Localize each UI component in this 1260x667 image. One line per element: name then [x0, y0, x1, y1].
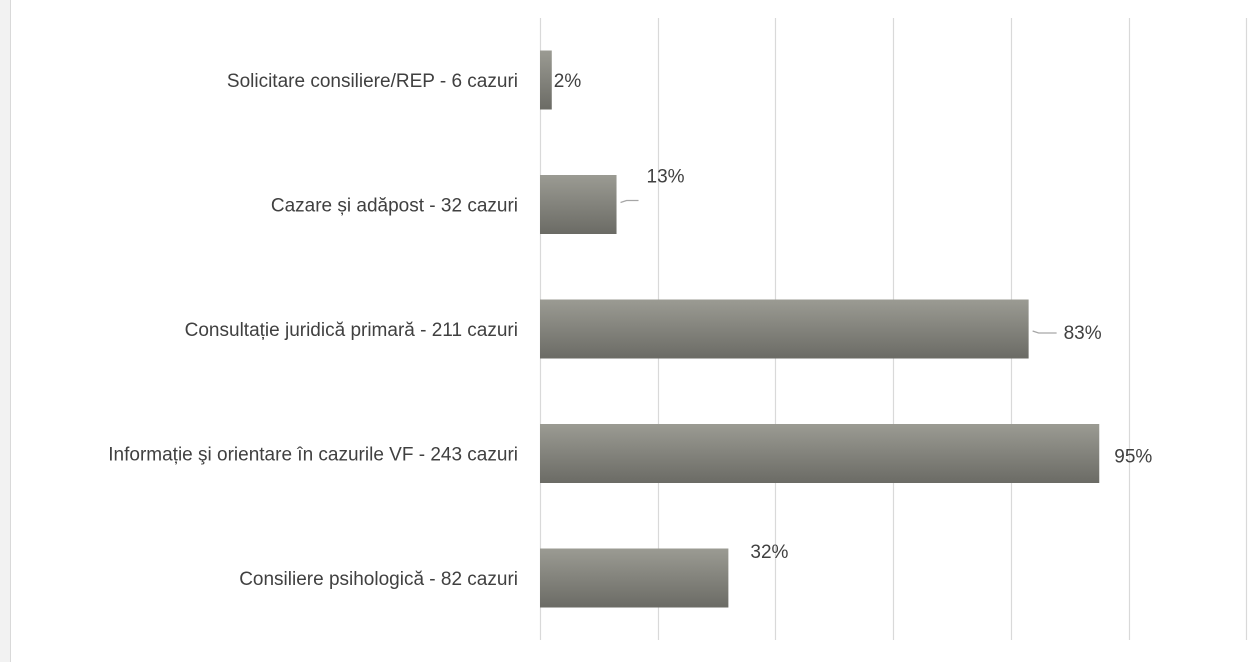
data-label-4: 95% [1114, 447, 1152, 468]
bar-5 [540, 548, 729, 608]
data-labels: 2% 13% 83% 95% 32% [554, 71, 1153, 563]
category-labels: Solicitare consiliere/REP - 6 cazuri Caza… [108, 71, 518, 590]
category-label-1: Solicitare consiliere/REP - 6 cazuri [227, 71, 518, 92]
leader-line-2 [620, 199, 639, 204]
category-label-4: Informație şi orientare în cazurile VF -… [108, 445, 518, 466]
bar-1 [540, 50, 552, 110]
category-label-2: Cazare și adăpost - 32 cazuri [271, 196, 518, 217]
left-frame-edge [0, 0, 11, 662]
data-label-3: 83% [1064, 323, 1102, 344]
data-label-2: 13% [647, 167, 685, 188]
bar-3 [540, 299, 1029, 359]
bars [540, 50, 1100, 608]
bar-2 [540, 175, 617, 234]
data-label-1: 2% [554, 71, 582, 92]
leader-line-3 [1032, 330, 1057, 334]
category-label-3: Consultație juridică primară - 211 cazur… [185, 320, 518, 341]
data-label-5: 32% [750, 542, 788, 563]
category-label-5: Consiliere psihologică - 82 cazuri [239, 569, 518, 590]
bar-4 [540, 424, 1100, 483]
